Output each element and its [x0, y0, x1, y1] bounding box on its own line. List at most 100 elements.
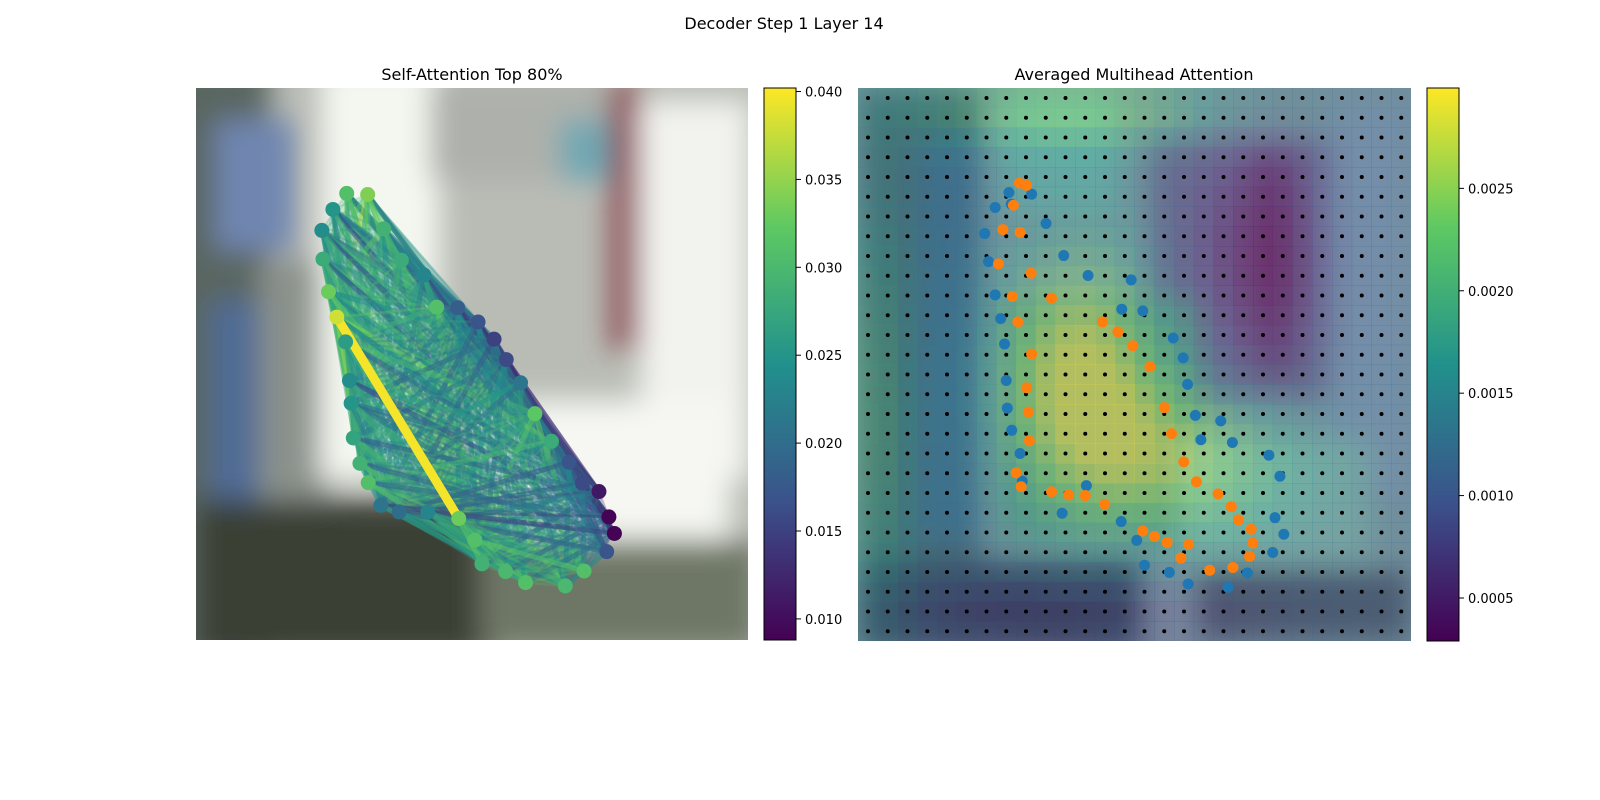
- grid-dot: [1359, 451, 1364, 456]
- grid-dot: [925, 234, 930, 239]
- grid-dot: [925, 254, 930, 258]
- grid-dot: [1379, 234, 1384, 239]
- grid-dot: [1359, 431, 1364, 436]
- grid-dot: [905, 273, 910, 278]
- grid-dot: [1024, 491, 1028, 495]
- grid-dot: [1300, 115, 1305, 120]
- grid-dot: [1083, 313, 1088, 318]
- keypoint-marker: [1227, 561, 1239, 573]
- keypoint-marker: [1022, 406, 1034, 418]
- grid-dot: [1162, 293, 1167, 298]
- grid-dot: [1300, 273, 1305, 278]
- keypoint-marker: [989, 289, 1001, 301]
- grid-dot: [1320, 372, 1325, 377]
- grid-dot: [1379, 530, 1384, 535]
- keypoint-marker: [1263, 449, 1275, 461]
- grid-dot: [1043, 471, 1048, 476]
- grid-dot: [964, 352, 969, 357]
- grid-dot: [1182, 194, 1186, 199]
- grid-dot: [1300, 471, 1305, 476]
- grid-dot: [1280, 194, 1285, 199]
- grid-dot: [1004, 214, 1009, 219]
- attention-node: [450, 300, 466, 316]
- grid-dot: [1103, 214, 1107, 219]
- grid-dot: [1063, 313, 1068, 318]
- grid-dot: [885, 135, 890, 140]
- grid-dot: [964, 431, 969, 436]
- grid-dot: [1103, 313, 1107, 318]
- grid-dots: [866, 96, 1404, 634]
- grid-dot: [1043, 431, 1048, 436]
- grid-dot: [1142, 273, 1147, 278]
- grid-dot: [1340, 313, 1344, 318]
- keypoint-marker: [1222, 581, 1234, 593]
- attention-edge: [320, 227, 385, 232]
- grid-dot: [1103, 135, 1107, 140]
- grid-dot: [1399, 194, 1404, 199]
- grid-dot: [1280, 293, 1285, 298]
- grid-dot: [1004, 530, 1009, 535]
- grid-dot: [1340, 629, 1344, 634]
- grid-dot: [1043, 115, 1048, 120]
- grid-dot: [1300, 570, 1305, 574]
- attention-node: [606, 525, 622, 541]
- attention-node: [486, 331, 502, 347]
- grid-dot: [945, 609, 949, 614]
- grid-dot: [1103, 234, 1107, 239]
- grid-dot: [1221, 471, 1226, 476]
- grid-dot: [1241, 135, 1246, 140]
- grid-dot: [1103, 96, 1107, 100]
- attention-edge: [321, 257, 459, 309]
- grid-dot: [925, 273, 930, 278]
- grid-dot: [1280, 175, 1285, 179]
- grid-dot: [1103, 530, 1107, 535]
- attention-edge: [426, 510, 484, 566]
- grid-dot: [866, 431, 870, 436]
- grid-dot: [1004, 115, 1009, 120]
- attention-edge: [503, 514, 612, 575]
- grid-dot: [1201, 609, 1206, 614]
- attention-edge: [335, 315, 480, 324]
- grid-dot: [1359, 392, 1364, 397]
- colorbar-tick-label: 0.035: [805, 173, 842, 188]
- grid-dot: [885, 155, 890, 160]
- grid-dot: [1261, 510, 1265, 515]
- attention-edge: [504, 490, 601, 573]
- grid-dot: [885, 234, 890, 239]
- grid-dot: [1379, 550, 1384, 555]
- grid-dot: [1201, 491, 1206, 495]
- grid-dot: [1142, 510, 1147, 515]
- grid-dot: [866, 115, 870, 120]
- grid-dot: [1182, 451, 1186, 456]
- grid-dot: [1379, 214, 1384, 219]
- grid-dot: [964, 254, 969, 258]
- grid-dot: [1221, 431, 1226, 436]
- grid-dot: [1122, 412, 1127, 416]
- grid-dot: [1261, 96, 1265, 100]
- attention-node: [314, 222, 330, 238]
- grid-dot: [1399, 431, 1404, 436]
- grid-dot: [1024, 589, 1028, 594]
- grid-dot: [945, 234, 949, 239]
- grid-dot: [945, 333, 949, 337]
- grid-dot: [1300, 234, 1305, 239]
- grid-dot: [1162, 550, 1167, 555]
- attention-node: [467, 532, 483, 548]
- grid-dot: [1162, 194, 1167, 199]
- grid-dot: [1103, 293, 1107, 298]
- grid-dot: [905, 609, 910, 614]
- attention-node: [599, 544, 615, 560]
- grid-dot: [1004, 570, 1009, 574]
- grid-dot: [1280, 155, 1285, 160]
- grid-dot: [1340, 609, 1344, 614]
- grid-dot: [1379, 293, 1384, 298]
- grid-dot: [1359, 589, 1364, 594]
- grid-dot: [1063, 175, 1068, 179]
- grid-dot: [1379, 96, 1384, 100]
- grid-dot: [1340, 293, 1344, 298]
- grid-dot: [1399, 510, 1404, 515]
- keypoint-marker: [1096, 316, 1108, 328]
- grid-dot: [1359, 471, 1364, 476]
- grid-dot: [1122, 589, 1127, 594]
- grid-dot: [964, 392, 969, 397]
